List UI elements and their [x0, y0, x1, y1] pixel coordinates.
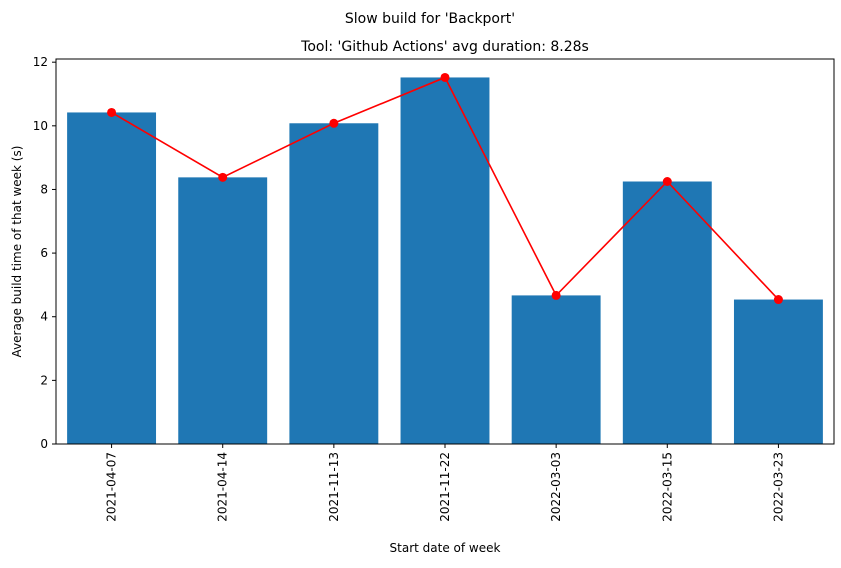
bar-2021-11-22	[400, 77, 490, 445]
line-point-2021-11-22	[440, 72, 450, 82]
y-tick-label: 0	[40, 437, 48, 451]
x-tick-label: 2021-11-22	[438, 452, 452, 522]
x-tick-label: 2021-04-07	[105, 452, 119, 522]
bar-2021-11-13	[289, 123, 379, 444]
x-axis-label: Start date of week	[390, 541, 501, 555]
line-point-2021-04-14	[218, 172, 228, 182]
bar-2022-03-15	[622, 181, 712, 444]
y-tick-label: 4	[40, 310, 48, 324]
bar-2021-04-07	[67, 112, 157, 445]
bar-series	[67, 77, 823, 445]
y-axis: 0 2 4 6 8 10 12	[33, 55, 56, 451]
line-point-2021-11-13	[329, 118, 339, 128]
y-tick-label: 8	[40, 182, 48, 196]
line-point-2022-03-15	[662, 177, 672, 186]
chart-title: Tool: 'Github Actions' avg duration: 8.2…	[300, 39, 589, 55]
y-axis-label: Average build time of that week (s)	[10, 146, 24, 358]
y-tick-label: 2	[40, 373, 48, 387]
bar-2022-03-03	[511, 295, 601, 444]
x-tick-label: 2022-03-23	[771, 452, 785, 522]
line-point-2021-04-07	[107, 107, 117, 117]
y-tick-label: 6	[40, 246, 48, 260]
figure-suptitle: Slow build for 'Backport'	[345, 11, 515, 27]
x-axis: 2021-04-07 2021-04-14 2021-11-13 2021-11-22…	[105, 444, 785, 522]
y-tick-label: 12	[33, 55, 48, 69]
x-tick-label: 2021-04-14	[216, 452, 230, 522]
line-series	[107, 72, 783, 305]
bar-2022-03-23	[733, 299, 823, 444]
x-tick-label: 2022-03-15	[660, 452, 674, 522]
line-point-2022-03-23	[773, 295, 783, 305]
line-point-2022-03-03	[551, 290, 561, 300]
bar-2021-04-14	[178, 177, 268, 444]
y-tick-label: 10	[33, 119, 48, 133]
x-tick-label: 2021-11-13	[327, 452, 341, 522]
x-tick-label: 2022-03-03	[549, 452, 563, 522]
